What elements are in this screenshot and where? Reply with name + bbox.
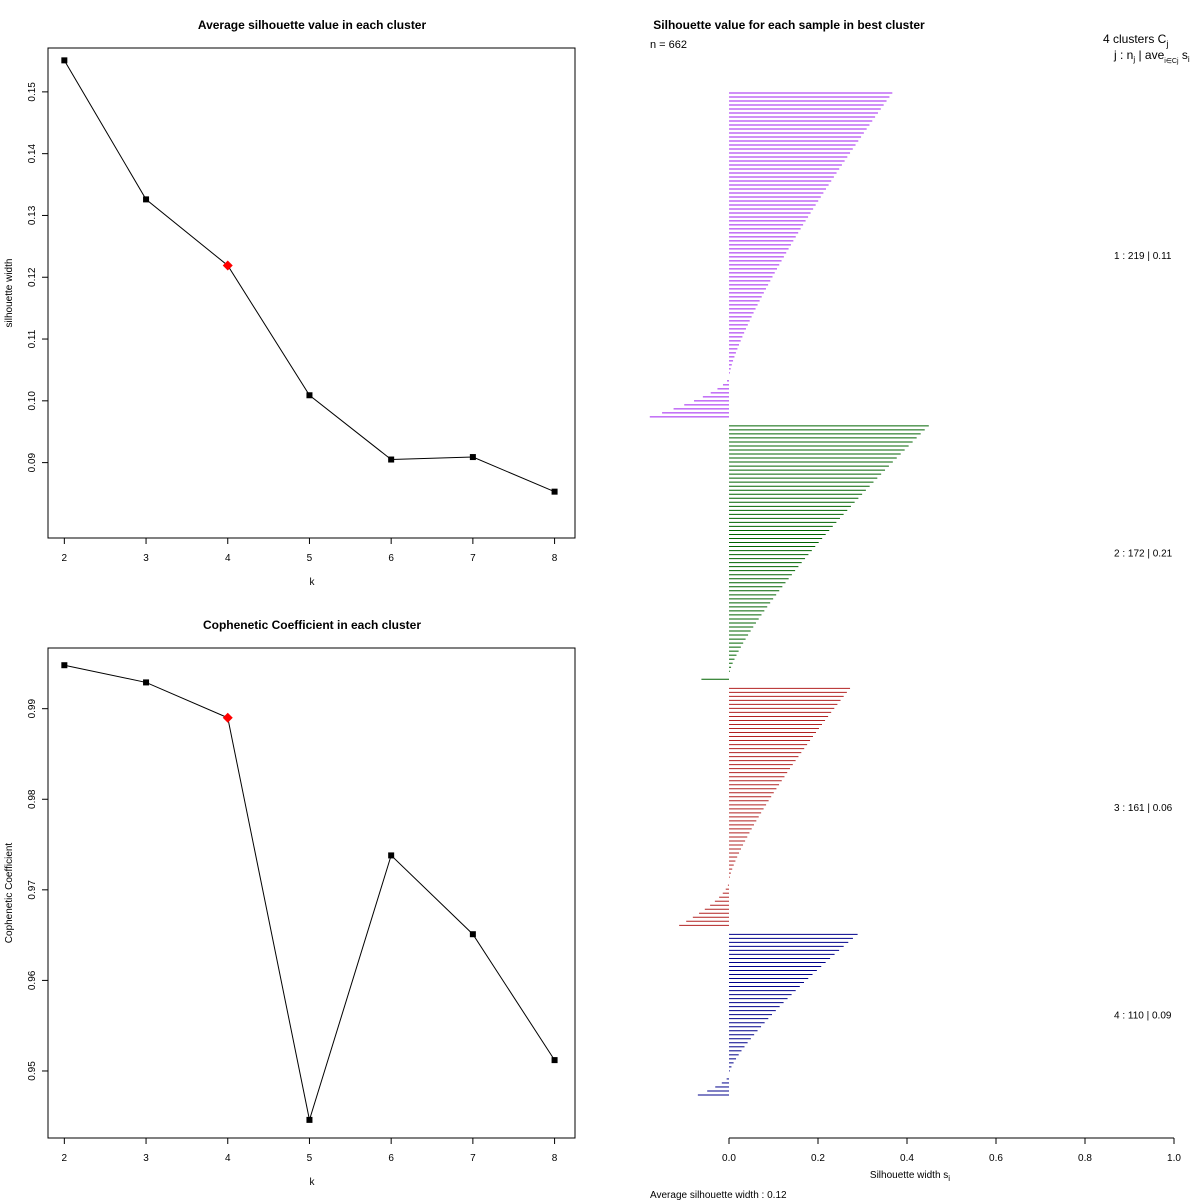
y-tick-label: 0.14: [27, 143, 38, 163]
silhouette-plot-title: Silhouette value for each sample in best…: [653, 18, 925, 32]
cophenetic-y-axis: 0.95 0.96 0.97 0.98 0.99: [27, 699, 49, 1081]
x-tick-label: 2: [62, 553, 68, 564]
y-tick-label: 0.11: [27, 329, 38, 348]
y-tick-label: 0.98: [27, 789, 38, 809]
data-point: [388, 852, 395, 859]
x-tick-label: 2: [62, 1153, 68, 1164]
average-silhouette-footer: Average silhouette width : 0.12: [650, 1190, 787, 1200]
cluster-labels: 1 : 219 | 0.11 2 : 172 | 0.21 3 : 161 | 0.…: [1114, 251, 1173, 1022]
data-point: [551, 1057, 558, 1064]
silhouette-xlabel: Silhouette width si: [870, 1170, 950, 1183]
x-tick-label: 3: [143, 553, 149, 564]
data-point: [61, 57, 68, 64]
avg-silhouette-title: Average silhouette value in each cluster: [198, 18, 427, 32]
cophenetic-ylabel: Cophenetic Coefficient: [4, 843, 15, 944]
x-tick-label: 5: [307, 553, 313, 564]
x-tick-label: 3: [143, 1153, 149, 1164]
legend-header-text: 4 clusters C: [1103, 32, 1167, 46]
data-point: [143, 196, 150, 203]
x-tick-label: 8: [552, 1153, 558, 1164]
cluster-4-label: 4 : 110 | 0.09: [1114, 1011, 1172, 1022]
cluster-2-label: 2 : 172 | 0.21: [1114, 549, 1173, 560]
avg-silhouette-xlabel: k: [310, 577, 316, 588]
x-tick-label: 7: [470, 1153, 476, 1164]
x-tick-label: 7: [470, 553, 476, 564]
y-tick-label: 0.95: [27, 1061, 38, 1081]
x-tick-label: 8: [552, 553, 558, 564]
data-point: [61, 662, 68, 669]
silhouette-x-axis: 0.0 0.2 0.4 0.6 0.8 1.0: [722, 1138, 1181, 1164]
y-tick-label: 0.97: [27, 880, 38, 900]
avg-silhouette-x-axis: 2 3 4 5 6 7 8: [62, 537, 558, 564]
legend-subheader-subscript2: i∈Cj: [1164, 58, 1179, 65]
cluster-1-bars: [649, 92, 893, 418]
cophenetic-panel: Cophenetic Coefficient in each cluster 2…: [4, 618, 576, 1188]
silhouette-plot-panel: Silhouette value for each sample in best…: [649, 18, 1190, 1200]
avg-silhouette-series: [61, 57, 558, 495]
cluster-2-bars: [701, 425, 929, 680]
silhouette-bars: [649, 92, 929, 1096]
y-tick-label: 0.10: [27, 391, 38, 411]
cluster-1-label: 1 : 219 | 0.11: [1114, 251, 1172, 262]
cluster-3-label: 3 : 161 | 0.06: [1114, 803, 1173, 814]
x-tick-label: 0.4: [900, 1153, 914, 1164]
legend-header: 4 clusters Cj: [1103, 32, 1168, 49]
silhouette-xlabel-text: Silhouette width s: [870, 1170, 948, 1181]
legend-subheader: j : nj | avei∈Cj si: [1113, 48, 1190, 65]
avg-silhouette-y-axis: 0.09 0.10 0.11 0.12 0.13 0.14 0.15: [27, 82, 49, 472]
data-point: [551, 488, 558, 495]
cophenetic-plot-frame: [47, 647, 576, 1139]
data-point: [469, 931, 476, 938]
y-tick-label: 0.15: [27, 82, 38, 102]
legend-header-subscript: j: [1165, 39, 1168, 49]
data-point: [306, 1116, 313, 1123]
x-tick-label: 6: [388, 553, 394, 564]
x-tick-label: 6: [388, 1153, 394, 1164]
x-tick-label: 0.2: [811, 1153, 825, 1164]
cluster-3-bars: [679, 687, 851, 926]
best-k-point: [222, 712, 233, 723]
best-k-point: [222, 260, 233, 271]
x-tick-label: 5: [307, 1153, 313, 1164]
cophenetic-x-axis: 2 3 4 5 6 7 8: [62, 1137, 558, 1164]
legend-subheader-subscript: j: [1132, 55, 1135, 64]
x-tick-label: 0.0: [722, 1153, 736, 1164]
x-tick-label: 4: [225, 1153, 231, 1164]
x-tick-label: 4: [225, 553, 231, 564]
x-tick-label: 1.0: [1167, 1153, 1181, 1164]
x-tick-label: 0.8: [1078, 1153, 1092, 1164]
x-tick-label: 0.6: [989, 1153, 1003, 1164]
legend-subheader-subscript3: i: [1188, 55, 1190, 64]
cophenetic-xlabel: k: [310, 1177, 316, 1188]
series-line: [64, 664, 555, 1121]
data-point: [469, 454, 476, 461]
y-tick-label: 0.99: [27, 699, 38, 719]
cophenetic-title: Cophenetic Coefficient in each cluster: [203, 618, 421, 632]
series-line: [63, 60, 555, 493]
avg-silhouette-panel: Average silhouette value in each cluster…: [4, 18, 576, 588]
legend-subheader-tail: | ave: [1135, 48, 1164, 62]
sample-count-label: n = 662: [650, 39, 687, 51]
avg-silhouette-ylabel: silhouette width: [4, 259, 15, 328]
y-tick-label: 0.12: [27, 267, 38, 287]
data-point: [306, 392, 313, 399]
legend-subheader-end: s: [1179, 48, 1188, 62]
data-point: [388, 456, 395, 463]
legend-subheader-text: j : n: [1113, 48, 1133, 62]
silhouette-xlabel-subscript: i: [948, 1174, 950, 1183]
avg-silhouette-plot-frame: [47, 47, 576, 539]
cluster-4-bars: [697, 933, 858, 1096]
data-point: [143, 679, 150, 686]
y-tick-label: 0.09: [27, 452, 38, 472]
y-tick-label: 0.96: [27, 970, 38, 990]
cophenetic-series: [61, 662, 558, 1123]
y-tick-label: 0.13: [27, 205, 38, 225]
